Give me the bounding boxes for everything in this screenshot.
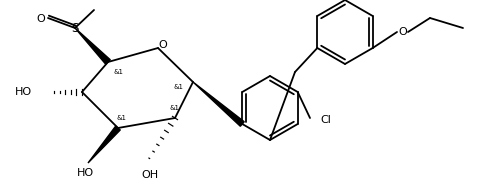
- Polygon shape: [75, 28, 110, 64]
- Text: &1: &1: [113, 69, 123, 75]
- Text: Cl: Cl: [319, 115, 330, 125]
- Text: &1: &1: [173, 84, 182, 90]
- Text: HO: HO: [15, 87, 32, 97]
- Text: &1: &1: [116, 115, 126, 121]
- Text: HO: HO: [76, 168, 94, 178]
- Text: OH: OH: [141, 170, 158, 180]
- Text: &1: &1: [169, 105, 180, 111]
- Polygon shape: [88, 126, 120, 163]
- Polygon shape: [192, 82, 244, 126]
- Text: O: O: [36, 14, 45, 24]
- Text: S: S: [71, 22, 79, 34]
- Text: O: O: [398, 27, 407, 37]
- Text: O: O: [158, 40, 167, 50]
